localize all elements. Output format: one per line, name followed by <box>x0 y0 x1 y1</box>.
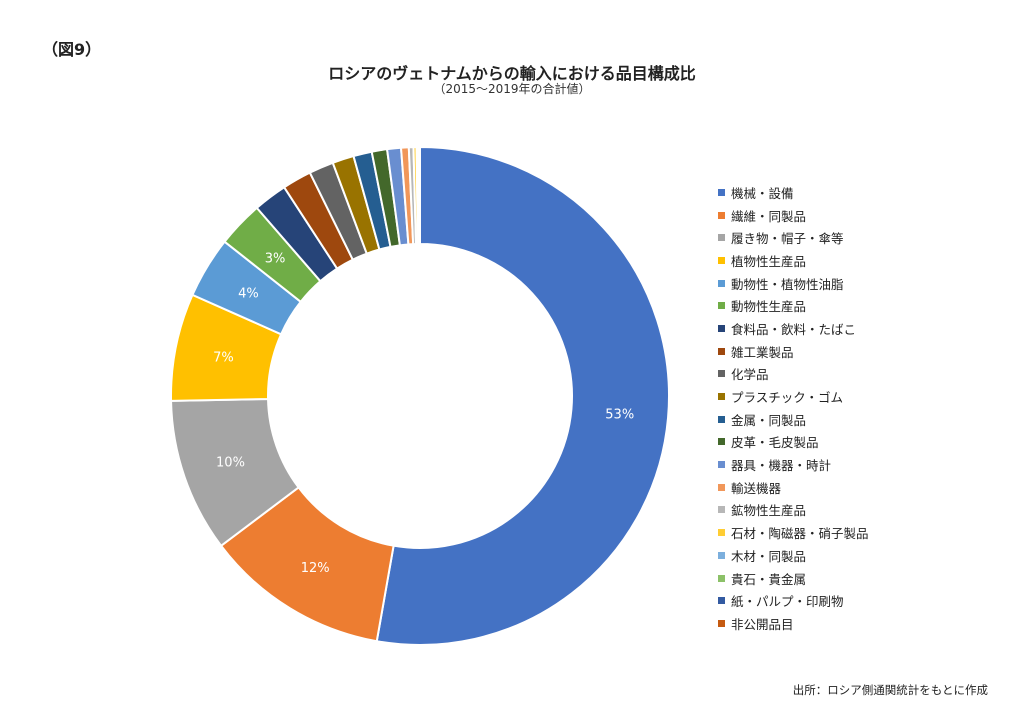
legend-label: 繊維・同製品 <box>731 208 807 224</box>
legend-item: 鉱物性生産品 <box>718 499 869 522</box>
legend-item: 動物性・植物性油脂 <box>718 272 869 295</box>
legend-label: 金属・同製品 <box>731 412 807 428</box>
legend-item: 輸送機器 <box>718 476 869 499</box>
legend-label: 機械・設備 <box>731 185 794 201</box>
legend-label: 雑工業製品 <box>731 344 794 360</box>
legend-swatch <box>718 393 725 401</box>
legend-swatch <box>718 234 725 242</box>
legend-label: 非公開品目 <box>731 616 794 632</box>
legend-item: 紙・パルプ・印刷物 <box>718 589 869 612</box>
legend-swatch <box>718 461 725 469</box>
chart-legend: 機械・設備繊維・同製品履き物・帽子・傘等 植物性生産品動物性・植物性油脂 動物性生産… <box>718 181 869 635</box>
legend-label: 植物性生産品 <box>731 253 807 269</box>
legend-swatch <box>718 256 725 264</box>
legend-item: 貴石・貴金属 <box>718 567 869 590</box>
legend-item: 繊維・同製品 <box>718 204 869 227</box>
legend-label: 動物性生産品 <box>731 299 807 315</box>
legend-label: 履き物・帽子・傘等 <box>731 231 844 247</box>
legend-item: 機械・設備 <box>718 181 869 204</box>
slice-data-label: 53% <box>605 407 634 422</box>
legend-swatch <box>718 619 725 627</box>
legend-item: 石材・陶磁器・硝子製品 <box>718 521 869 544</box>
legend-swatch <box>718 438 725 446</box>
legend-item: 木材・同製品 <box>718 544 869 567</box>
slice-data-label: 7% <box>213 350 234 365</box>
legend-swatch <box>718 370 725 378</box>
legend-label: プラスチック・ゴム <box>731 390 844 406</box>
legend-swatch <box>718 347 725 355</box>
legend-swatch <box>718 506 725 514</box>
legend-item: プラスチック・ゴム <box>718 385 869 408</box>
legend-swatch <box>718 324 725 332</box>
slice-data-label: 3% <box>265 252 286 267</box>
legend-swatch <box>718 597 725 605</box>
legend-label: 石材・陶磁器・硝子製品 <box>731 526 869 542</box>
legend-item: 植物性生産品 <box>718 249 869 272</box>
legend-label: 食料品・飲料・たばこ <box>731 321 857 337</box>
legend-label: 鉱物性生産品 <box>731 503 807 519</box>
legend-swatch <box>718 574 725 582</box>
legend-swatch <box>718 211 725 219</box>
legend-label: 輸送機器 <box>731 480 782 496</box>
legend-item: 雑工業製品 <box>718 340 869 363</box>
legend-item: 動物性生産品 <box>718 294 869 317</box>
legend-item: 履き物・帽子・傘等 <box>718 226 869 249</box>
legend-item: 非公開品目 <box>718 612 869 635</box>
legend-label: 化学品 <box>731 367 769 383</box>
legend-label: 紙・パルプ・印刷物 <box>731 594 844 610</box>
legend-item: 皮革・毛皮製品 <box>718 431 869 454</box>
legend-item: 金属・同製品 <box>718 408 869 431</box>
legend-item: 化学品 <box>718 363 869 386</box>
slice-data-label: 12% <box>301 561 330 576</box>
figure-label: （図9） <box>42 40 102 59</box>
legend-label: 貴石・貴金属 <box>731 571 807 587</box>
legend-swatch <box>718 188 725 196</box>
chart-subtitle: （2015～2019年の合計値） <box>433 82 591 96</box>
donut-data-labels: 53% 12% 10% 7% 4% 3% <box>213 252 634 576</box>
legend-label: 動物性・植物性油脂 <box>731 276 844 292</box>
legend-item: 食料品・飲料・たばこ <box>718 317 869 340</box>
slice-data-label: 4% <box>238 286 259 301</box>
legend-label: 皮革・毛皮製品 <box>731 435 819 451</box>
legend-label: 器具・機器・時計 <box>731 458 832 474</box>
chart-title: ロシアのヴェトナムからの輸入における品目構成比 <box>328 64 696 83</box>
legend-swatch <box>718 529 725 537</box>
legend-item: 器具・機器・時計 <box>718 453 869 476</box>
legend-swatch <box>718 279 725 287</box>
donut-slice <box>375 145 670 646</box>
legend-swatch <box>718 483 725 491</box>
legend-swatch <box>718 302 725 310</box>
legend-swatch <box>718 415 725 423</box>
legend-label: 木材・同製品 <box>731 548 807 564</box>
donut-slices <box>170 145 670 646</box>
slice-data-label: 10% <box>216 455 245 470</box>
source-note: 出所：ロシア側通関統計をもとに作成 <box>792 683 988 697</box>
legend-swatch <box>718 551 725 559</box>
